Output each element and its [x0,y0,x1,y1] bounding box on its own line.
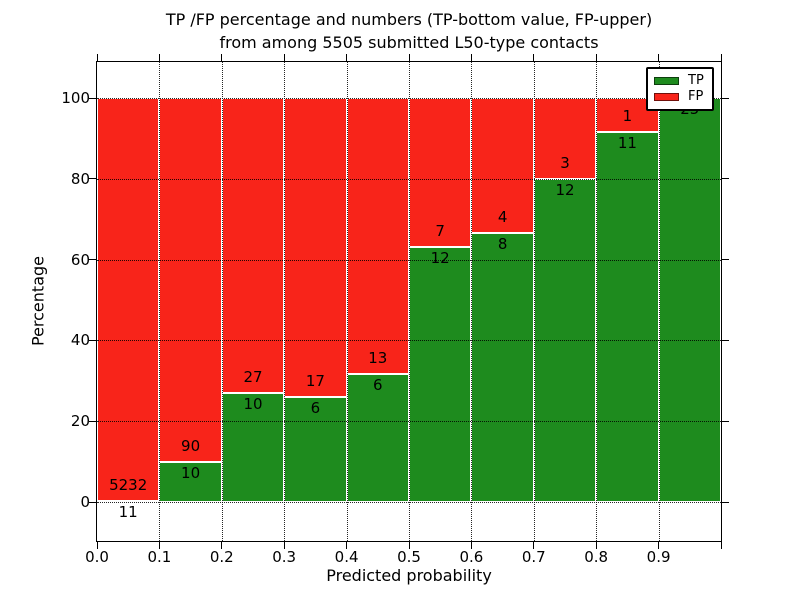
fp-bar-segment [471,98,534,233]
tp-count-label: 10 [243,394,263,413]
x-tick-label: 0.3 [272,548,297,566]
fp-bar-segment [533,98,597,179]
x-tick-mark-top [221,54,223,61]
x-tick-label: 0.5 [397,548,421,566]
fp-bar-segment [409,98,472,247]
x-tick-mark-top [346,54,348,61]
fp-bar-segment [97,98,160,502]
y-tick-label: 100 [61,89,90,107]
fp-count-label: 4 [497,207,508,226]
y-tick-mark-right [722,420,729,422]
y-tick-mark-right [722,339,729,341]
v-gridline [596,62,598,541]
v-gridline [159,62,161,541]
y-tick-mark [89,259,96,261]
x-tick-label: 0.2 [209,548,234,566]
v-gridline [471,62,473,541]
fp-bar-segment [159,98,222,462]
x-tick-label: 0.0 [85,548,109,566]
x-tick-label: 0.4 [334,548,359,566]
y-tick-mark-right [722,97,729,99]
x-tick-mark-top [470,54,472,61]
fp-count-label: 3 [560,153,570,172]
x-tick-label: 0.7 [521,548,546,566]
fp-bar-segment [346,98,409,375]
fp-count-label: 1 [622,106,633,125]
y-tick-mark [89,420,96,422]
x-tick-label: 0.8 [584,548,609,566]
x-tick-label: 0.9 [646,548,671,566]
x-tick-label: 0.1 [147,548,172,566]
x-axis-label: Predicted probability [326,566,492,585]
tp-count-label: 8 [497,234,508,253]
fp-count-label: 7 [435,221,445,240]
tp-count-label: 10 [181,463,201,482]
x-tick-mark-top [96,54,98,61]
gridlines-layer [97,62,721,541]
tp-bar-segment [284,396,347,502]
tp-count-label: 12 [430,248,450,267]
v-gridline [658,62,660,541]
y-tick-mark-right [722,259,729,261]
x-tick-mark [720,542,722,549]
x-tick-mark-top [720,54,722,61]
x-tick-mark-top [283,54,285,61]
tp-count-label: 6 [373,376,383,395]
v-gridline [284,62,286,541]
x-tick-label: 0.6 [459,548,484,566]
x-tick-mark-top [158,54,160,61]
x-tick-mark-top [595,54,597,61]
v-gridline [346,62,348,541]
v-gridline [409,62,410,541]
legend-entry-fp: FP [654,90,706,104]
chart-title-line1: TP /FP percentage and numbers (TP-bottom… [165,10,653,29]
x-tick-mark-top [658,54,660,61]
fp-count-label: 5232 [109,476,148,495]
fp-count-label: 90 [181,436,201,455]
bar-value-labels-layer: 523211901027101761367124831211125 [97,62,721,541]
plot-area: 523211901027101761367124831211125 [96,61,722,542]
y-tick-label: 0 [80,493,90,511]
tp-bar-segment [658,98,721,502]
tp-bar-segment [221,392,285,502]
y-tick-label: 60 [70,250,90,269]
tp-legend-swatch-icon [654,76,679,85]
tp-count-label: 11 [617,133,637,152]
tp-legend-label: TP [688,72,704,88]
y-tick-label: 40 [70,331,90,350]
tp-bar-segment [346,374,409,502]
fp-bar-segment [284,98,347,397]
x-tick-mark-top [533,54,535,61]
y-tick-mark [89,501,96,503]
y-tick-label: 20 [70,412,90,431]
fp-legend-label: FP [688,89,704,105]
y-tick-mark [89,339,96,341]
fp-legend-swatch-icon [654,93,679,102]
tp-count-label: 6 [310,398,321,417]
tp-bar-segment [596,131,659,502]
fp-count-label: 13 [368,349,388,368]
tp-count-label: 12 [555,180,575,199]
x-tick-mark-top [408,54,410,61]
legend-entry-tp: TP [654,72,706,88]
legend: TP FP [646,67,714,111]
fp-count-label: 17 [305,371,325,390]
y-tick-mark-right [722,501,729,503]
v-gridline [533,62,535,541]
y-tick-mark-right [722,178,729,180]
y-tick-label: 80 [70,169,90,188]
fp-count-label: 27 [243,367,263,386]
chart-title-line2: from among 5505 submitted L50-type conta… [219,33,599,52]
v-gridline [221,62,223,541]
tp-count-label: 11 [118,503,138,522]
chart-title: TP /FP percentage and numbers (TP-bottom… [97,8,721,54]
y-tick-mark [89,97,96,99]
bars-layer [97,62,721,541]
y-tick-mark [89,178,96,180]
